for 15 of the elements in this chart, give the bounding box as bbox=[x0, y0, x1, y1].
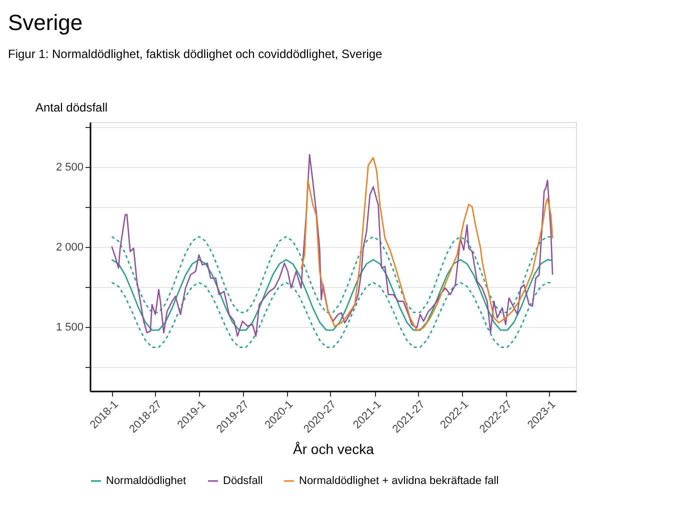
legend-label: Dödsfall bbox=[223, 475, 263, 487]
line-series bbox=[300, 157, 554, 332]
legend-label: Normaldödlighet bbox=[106, 475, 186, 487]
line-series bbox=[111, 154, 554, 337]
line-series bbox=[111, 236, 554, 314]
y-tick-label: 2 000 bbox=[56, 241, 84, 254]
legend-label: Normaldödlighet + avlidna bekräftade fall bbox=[299, 475, 499, 487]
y-axis-title: Antal dödsfall bbox=[36, 100, 108, 114]
line-series bbox=[111, 259, 554, 331]
y-tick-label: 2 500 bbox=[56, 161, 84, 174]
y-tick-label: 1 500 bbox=[56, 321, 84, 334]
chart-subtitle: Figur 1: Normaldödlighet, faktisk dödlighet och coviddödlighet, Sverige bbox=[8, 47, 383, 61]
x-axis-title: År och vecka bbox=[293, 440, 374, 457]
line-series bbox=[111, 282, 554, 348]
chart-title: Sverige bbox=[8, 10, 83, 35]
